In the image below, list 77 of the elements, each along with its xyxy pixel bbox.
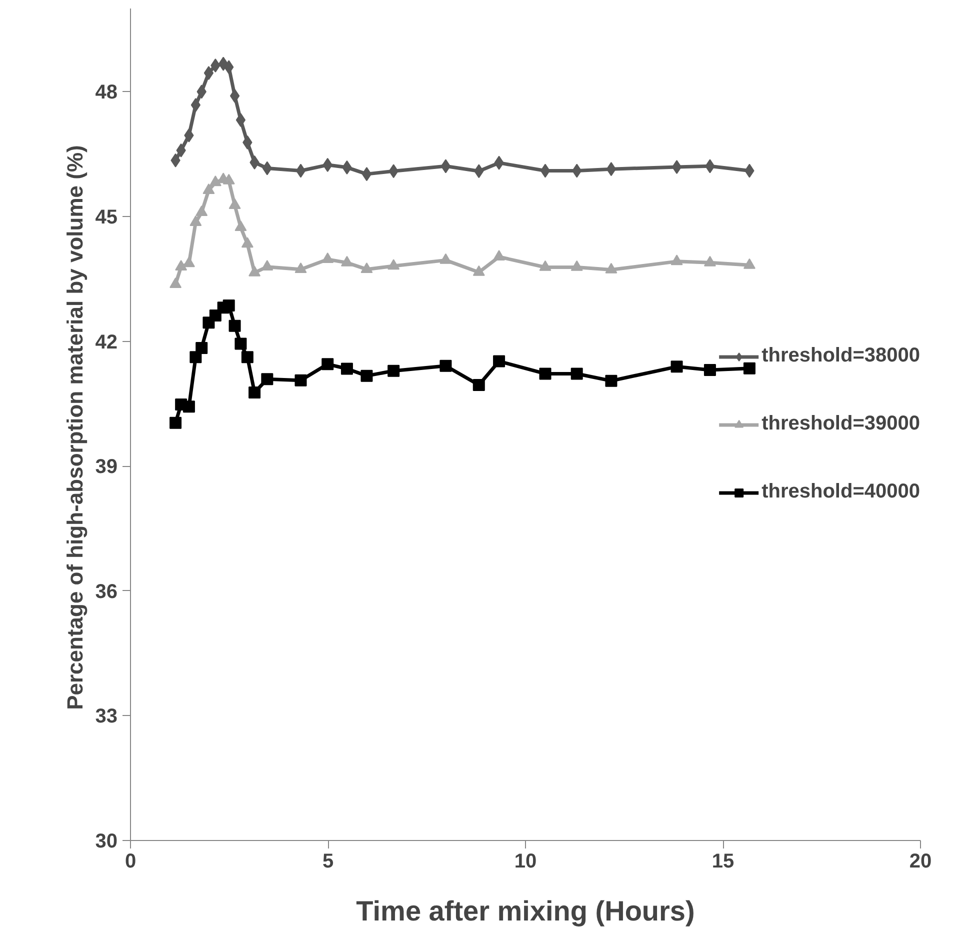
- point: [672, 160, 682, 174]
- x-tick-label: 10: [514, 850, 537, 872]
- x-tick-label: 0: [124, 850, 136, 872]
- point: [196, 342, 208, 354]
- y-tick-label: 48: [95, 82, 118, 104]
- point: [170, 416, 182, 429]
- point: [340, 256, 353, 266]
- point: [440, 253, 452, 264]
- point: [743, 362, 756, 374]
- point: [340, 362, 353, 375]
- point: [241, 237, 254, 248]
- point: [472, 378, 485, 391]
- point: [606, 162, 616, 176]
- y-axis-title: Percentage of high-absorption material by volume (%): [62, 145, 88, 710]
- point: [322, 358, 334, 370]
- point: [440, 360, 452, 372]
- point: [704, 256, 716, 266]
- y-tick-label: 39: [95, 456, 118, 478]
- point: [296, 164, 306, 178]
- point: [570, 260, 583, 271]
- point: [570, 368, 583, 380]
- point: [539, 260, 552, 271]
- y-tick-label: 33: [95, 706, 118, 728]
- point: [236, 112, 246, 127]
- x-tick-label: 15: [712, 850, 734, 872]
- point: [248, 266, 261, 276]
- legend-label: threshold=39000: [762, 412, 920, 436]
- point: [222, 300, 235, 312]
- point: [175, 260, 188, 271]
- point: [362, 167, 372, 182]
- point: [222, 174, 235, 184]
- y-tick-label: 42: [95, 331, 118, 354]
- point: [182, 400, 195, 413]
- point: [234, 338, 247, 350]
- y-tick-label: 36: [95, 580, 118, 603]
- point: [202, 183, 215, 194]
- point: [360, 262, 373, 274]
- point: [388, 364, 400, 377]
- point: [388, 259, 400, 270]
- point: [294, 374, 307, 386]
- point: [190, 98, 201, 112]
- point: [190, 215, 202, 226]
- point: [170, 277, 182, 288]
- y-tick-label: 45: [95, 206, 118, 228]
- point: [204, 66, 214, 80]
- point: [262, 161, 272, 176]
- point: [743, 258, 756, 269]
- legend-label: threshold=38000: [762, 344, 920, 368]
- point: [539, 368, 552, 380]
- point: [261, 260, 274, 271]
- point: [440, 159, 451, 174]
- point: [209, 176, 222, 186]
- point: [704, 364, 716, 376]
- point: [472, 265, 485, 276]
- legend-label: threshold=40000: [762, 480, 920, 504]
- point: [228, 198, 241, 209]
- point: [230, 88, 240, 103]
- point: [322, 252, 334, 264]
- point: [493, 250, 506, 261]
- point: [196, 205, 208, 216]
- point: [241, 351, 254, 364]
- point: [234, 220, 247, 231]
- x-tick-label: 5: [322, 850, 334, 872]
- point: [228, 320, 241, 332]
- point: [670, 254, 683, 266]
- x-tick-label: 20: [909, 850, 932, 872]
- point: [493, 355, 506, 368]
- point: [670, 360, 683, 373]
- point: [248, 386, 261, 398]
- point: [540, 164, 550, 178]
- point: [605, 374, 618, 387]
- point: [261, 373, 274, 386]
- point: [605, 262, 618, 274]
- y-tick-label: 30: [95, 830, 118, 852]
- point: [360, 370, 373, 382]
- point: [294, 262, 307, 274]
- x-axis-title: Time after mixing (Hours): [356, 896, 695, 926]
